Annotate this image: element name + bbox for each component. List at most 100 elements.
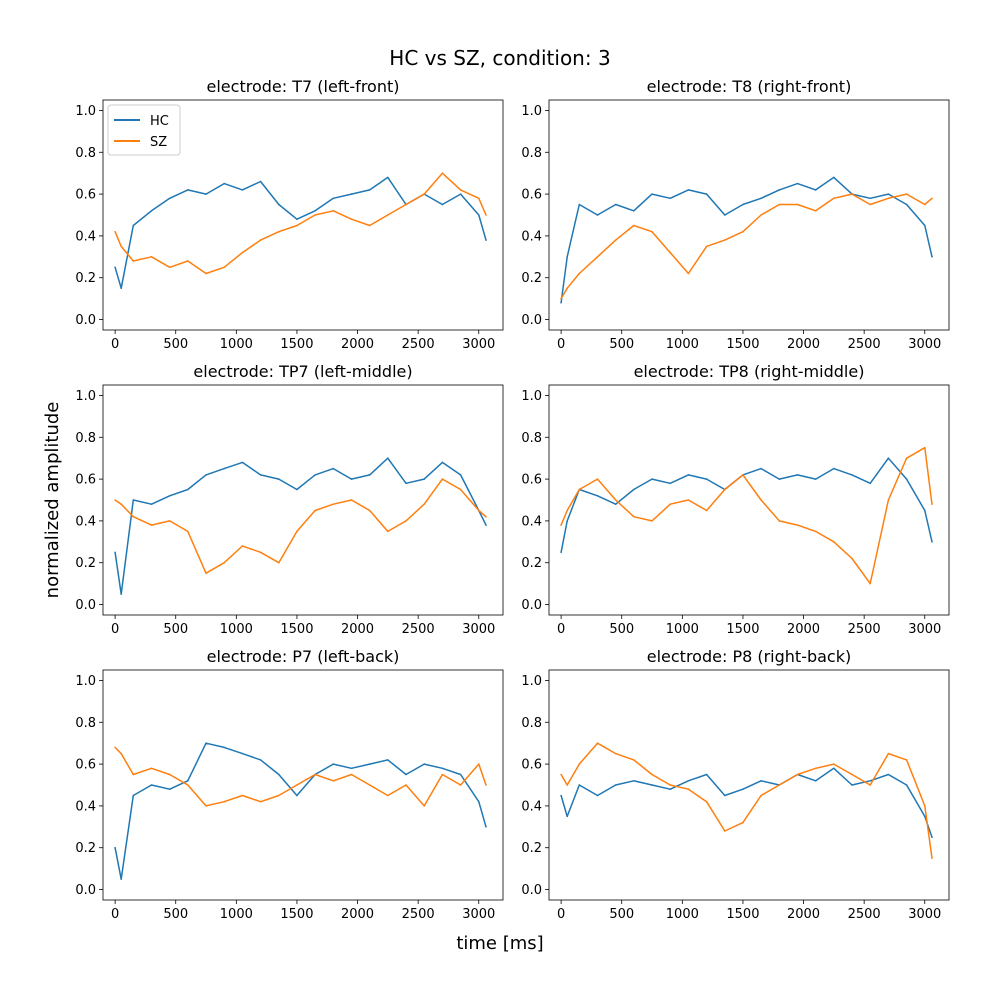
data-point-hc — [485, 239, 487, 241]
data-point-sz — [924, 805, 926, 807]
y-tick-label: 0.2 — [521, 841, 542, 856]
data-point-sz — [596, 255, 599, 258]
data-point-sz — [651, 520, 653, 522]
data-point-sz — [120, 752, 122, 755]
data-point-sz — [931, 857, 933, 859]
y-tick-label: 0.8 — [75, 431, 96, 446]
data-point-sz — [578, 763, 581, 765]
data-point-sz — [633, 515, 635, 518]
subplot-2: electrode: T8 (right-front) 0 500 1000 1500 2… — [521, 77, 950, 352]
data-point-sz — [724, 239, 726, 241]
data-point-sz — [478, 197, 480, 200]
data-point-hc — [150, 210, 153, 212]
data-point-hc — [114, 846, 116, 849]
series-line-sz — [560, 742, 933, 859]
data-point-sz — [168, 520, 171, 522]
data-point-sz — [368, 509, 371, 512]
data-point-hc — [931, 255, 933, 258]
subplot-title: electrode: TP8 (right-middle) — [634, 362, 865, 381]
data-point-sz — [205, 805, 207, 807]
x-tick-label: 2000 — [341, 622, 374, 637]
x-tick-label: 500 — [163, 622, 188, 637]
data-point-hc — [241, 752, 244, 755]
y-tick-label: 0.4 — [521, 229, 542, 244]
figure-title: HC vs SZ, condition: 3 — [389, 46, 610, 70]
data-point-hc — [478, 800, 480, 803]
y-tick-label: 0.0 — [75, 313, 96, 328]
data-point-hc — [596, 214, 599, 216]
data-point-hc — [459, 193, 462, 195]
data-point-hc — [314, 474, 316, 476]
data-point-hc — [687, 474, 690, 476]
x-tick-label: 2500 — [848, 622, 881, 637]
subplot-grid: electrode: T7 (left-front) 0 500 1000 1500 20… — [75, 77, 950, 922]
data-point-hc — [120, 593, 122, 595]
x-tick-label: 1500 — [280, 907, 313, 922]
x-tick-label: 1500 — [280, 622, 313, 637]
subplot-4: electrode: TP8 (right-middle) 0 500 1000 150… — [521, 362, 950, 637]
data-point-sz — [669, 503, 671, 506]
data-point-sz — [796, 773, 799, 776]
x-tick-label: 1500 — [280, 337, 313, 352]
data-point-sz — [187, 260, 189, 262]
data-point-sz — [459, 784, 462, 786]
data-point-hc — [724, 214, 726, 216]
data-point-hc — [924, 224, 926, 227]
x-tick-label: 1500 — [726, 622, 759, 637]
x-tick-label: 500 — [163, 337, 188, 352]
data-point-hc — [742, 788, 744, 790]
data-point-sz — [387, 794, 389, 797]
data-point-hc — [887, 773, 890, 776]
data-point-hc — [405, 773, 407, 776]
data-point-sz — [296, 530, 298, 533]
data-point-sz — [132, 773, 135, 776]
x-tick-label: 0 — [557, 907, 565, 922]
data-point-sz — [259, 800, 262, 803]
subplot-1: electrode: T7 (left-front) 0 500 1000 1500 20… — [75, 77, 504, 352]
data-point-hc — [132, 224, 135, 227]
series-line-hc — [560, 457, 933, 553]
data-point-sz — [350, 499, 353, 501]
data-point-sz — [132, 515, 135, 518]
x-tick-label: 500 — [163, 907, 188, 922]
y-tick-label: 0.8 — [75, 716, 96, 731]
data-point-sz — [869, 784, 871, 786]
data-point-hc — [387, 759, 389, 761]
data-point-hc — [296, 488, 298, 491]
data-point-hc — [614, 203, 617, 206]
data-point-sz — [241, 545, 244, 547]
y-tick-label: 0.0 — [521, 598, 542, 613]
data-point-sz — [614, 499, 617, 501]
y-tick-label: 0.2 — [75, 271, 96, 286]
y-tick-label: 0.6 — [75, 473, 96, 488]
x-tick-label: 2000 — [341, 337, 374, 352]
data-point-sz — [814, 210, 817, 212]
data-point-sz — [560, 773, 562, 776]
data-point-sz — [259, 551, 262, 554]
legend-box — [107, 104, 181, 156]
y-tick-label: 0.8 — [521, 716, 542, 731]
data-point-sz — [332, 503, 335, 506]
data-point-hc — [705, 773, 708, 776]
data-point-hc — [459, 474, 462, 476]
data-point-hc — [651, 193, 653, 195]
data-point-sz — [833, 197, 835, 200]
data-point-sz — [150, 767, 153, 770]
data-point-sz — [931, 197, 933, 200]
data-point-sz — [278, 794, 280, 797]
data-point-hc — [814, 780, 817, 782]
data-point-sz — [314, 509, 316, 512]
series-line-hc — [560, 767, 933, 838]
data-point-hc — [851, 784, 853, 786]
data-point-sz — [241, 251, 244, 254]
data-point-sz — [742, 230, 744, 233]
data-point-hc — [441, 461, 444, 464]
data-point-hc — [350, 767, 353, 770]
data-point-sz — [651, 230, 653, 233]
data-point-sz — [314, 773, 316, 776]
data-point-hc — [905, 203, 908, 206]
data-point-hc — [560, 794, 562, 797]
data-point-sz — [931, 503, 933, 506]
x-tick-label: 1000 — [220, 337, 253, 352]
